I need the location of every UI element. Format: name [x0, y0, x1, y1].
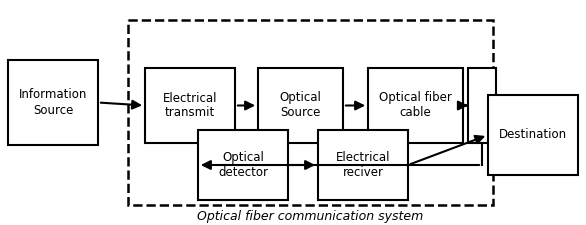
Bar	[318, 130, 408, 200]
Text: Electrical
reciver: Electrical reciver	[336, 151, 390, 179]
Text: Optical
Source: Optical Source	[280, 92, 322, 119]
Text: Destination: Destination	[499, 128, 567, 142]
Bar	[198, 130, 288, 200]
Bar	[468, 68, 496, 143]
Text: Optical fiber
cable: Optical fiber cable	[379, 92, 452, 119]
Text: Electrical
transmit: Electrical transmit	[163, 92, 217, 119]
Text: Optical
detector: Optical detector	[218, 151, 268, 179]
Text: Optical fiber communication system: Optical fiber communication system	[197, 210, 424, 223]
Bar	[145, 68, 235, 143]
Bar	[258, 68, 343, 143]
Text: Information
Source: Information Source	[19, 88, 87, 117]
Bar	[128, 20, 493, 205]
Bar	[8, 60, 98, 145]
Bar	[368, 68, 463, 143]
Bar	[488, 95, 578, 175]
